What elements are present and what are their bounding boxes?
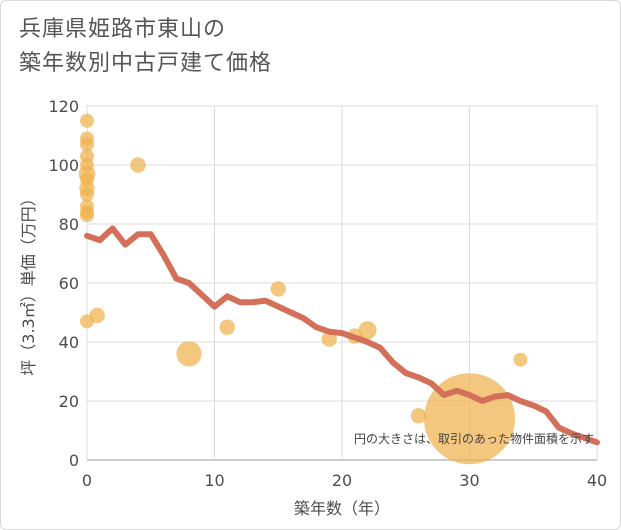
x-axis-label: 築年数（年） xyxy=(294,499,390,518)
y-tick-label: 80 xyxy=(59,215,79,234)
scatter-point xyxy=(80,208,94,223)
scatter-point xyxy=(176,341,202,367)
x-tick-label: 30 xyxy=(459,471,479,490)
scatter-point xyxy=(89,307,105,324)
x-tick-label: 10 xyxy=(204,471,224,490)
grid-lines xyxy=(86,105,598,461)
scatter-points xyxy=(78,113,528,465)
y-tick-label: 120 xyxy=(48,97,79,116)
chart-title-line-2: 築年数別中古戸建て価格 xyxy=(19,51,273,76)
y-tick-label: 100 xyxy=(48,156,79,175)
x-tick-label: 40 xyxy=(587,471,607,490)
axis-ticks: 0 20 40 60 80 100 120 0 10 20 30 40 xyxy=(48,97,607,490)
y-tick-label: 0 xyxy=(69,451,79,470)
scatter-point xyxy=(410,408,427,424)
chart-title-line-1: 兵庫県姫路市東山の xyxy=(19,17,227,42)
average-price-line xyxy=(84,225,600,446)
scatter-point xyxy=(358,321,377,340)
scatter-point xyxy=(513,352,528,367)
y-tick-label: 20 xyxy=(59,392,79,411)
y-tick-label: 40 xyxy=(59,333,79,352)
x-tick-label: 20 xyxy=(332,471,352,490)
chart-note: 円の大きさは、取引のあった物件面積を示す xyxy=(354,431,594,446)
scatter-point xyxy=(321,331,337,347)
scatter-point xyxy=(219,319,235,335)
y-axis-label: 坪（3.3㎡）単価（万円） xyxy=(19,190,38,375)
scatter-point xyxy=(130,157,146,173)
x-tick-label: 0 xyxy=(82,471,92,490)
chart-title: 兵庫県姫路市東山の 築年数別中古戸建て価格 xyxy=(19,13,272,81)
y-tick-label: 60 xyxy=(59,274,79,293)
scatter-point xyxy=(80,187,94,202)
scatter-point xyxy=(80,137,94,152)
scatter-point xyxy=(80,113,94,128)
scatter-point xyxy=(270,281,286,297)
